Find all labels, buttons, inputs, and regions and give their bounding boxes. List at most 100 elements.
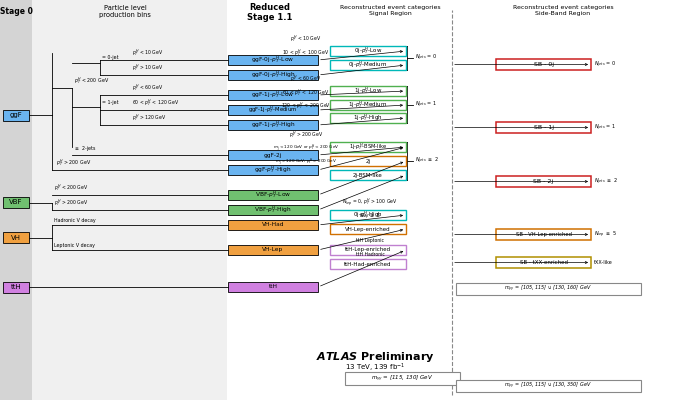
Text: VBF-$p_T^H$-Low: VBF-$p_T^H$-Low [255, 190, 291, 200]
Bar [456, 283, 641, 295]
Text: ggF-1j-$p_T^H$-Medium: ggF-1j-$p_T^H$-Medium [248, 105, 298, 115]
Bar [3, 232, 29, 243]
Text: $p_T^H$ > 120 GeV: $p_T^H$ > 120 GeV [132, 112, 167, 123]
Text: Stage 0: Stage 0 [0, 7, 32, 16]
Text: $\mathbfit{ATLAS}$ Preliminary: $\mathbfit{ATLAS}$ Preliminary [316, 350, 434, 364]
Bar [228, 90, 318, 100]
Bar [228, 120, 318, 130]
Text: $m_j$ > 120 GeV, $p_T^H$ > 200 GeV: $m_j$ > 120 GeV, $p_T^H$ > 200 GeV [275, 156, 337, 168]
Bar [345, 372, 460, 385]
Text: ttH Hadronic: ttH Hadronic [356, 252, 385, 257]
Text: ggF-2j: ggF-2j [264, 152, 282, 158]
Bar [3, 197, 29, 208]
Text: $p_T^H$ < 200 GeV: $p_T^H$ < 200 GeV [54, 182, 88, 193]
Bar [496, 176, 591, 187]
Text: 1j-$p_T^H$-High: 1j-$p_T^H$-High [353, 113, 383, 123]
Text: Reconstructed event categories
Side-Band Region: Reconstructed event categories Side-Band… [513, 5, 614, 16]
Text: $\geq$ 2-jets: $\geq$ 2-jets [74, 144, 97, 153]
Text: ttH-Lep-enriched: ttH-Lep-enriched [345, 248, 391, 252]
Bar [496, 59, 591, 70]
Bar [330, 245, 406, 255]
Text: $p_T^H$ < 60 GeV: $p_T^H$ < 60 GeV [132, 82, 163, 93]
Text: Reconstructed event categories
Signal Region: Reconstructed event categories Signal Re… [340, 5, 440, 16]
Text: 0j-$p_T^H$-Low: 0j-$p_T^H$-Low [354, 46, 382, 56]
Bar [0, 0, 32, 400]
Text: 1j-$p_T^H$-Medium: 1j-$p_T^H$-Medium [348, 100, 387, 110]
Text: = 1-jet: = 1-jet [102, 100, 119, 105]
Text: 10 < $p_T^H$ < 100 GeV: 10 < $p_T^H$ < 100 GeV [282, 47, 329, 58]
Text: 0j-$p_T^H$-High: 0j-$p_T^H$-High [353, 210, 383, 220]
Bar [496, 122, 591, 133]
Bar [330, 224, 406, 234]
Text: $p_T^H$ > 200 GeV: $p_T^H$ > 200 GeV [54, 197, 88, 208]
Text: SB - 0j: SB - 0j [533, 62, 554, 67]
Bar [330, 210, 406, 220]
Text: $p_T^H$ > 200 GeV: $p_T^H$ > 200 GeV [289, 129, 323, 140]
Text: $N_{lep}$ $\geq$ 5: $N_{lep}$ $\geq$ 5 [359, 212, 381, 222]
Text: VBF-$p_T^H$-High: VBF-$p_T^H$-High [254, 204, 292, 215]
Text: Hadronic V decay: Hadronic V decay [54, 218, 96, 223]
Bar [227, 0, 675, 400]
Bar [330, 86, 406, 96]
Text: $N_{lep}$ $\geq$ 5: $N_{lep}$ $\geq$ 5 [594, 230, 617, 240]
Text: $p_T^H$ < 10 GeV: $p_T^H$ < 10 GeV [132, 47, 163, 58]
Text: $N_{jets}$ $\geq$ 2: $N_{jets}$ $\geq$ 2 [594, 176, 618, 186]
Bar [330, 170, 406, 180]
Text: 60 < $p_T^H$ < 120 GeV: 60 < $p_T^H$ < 120 GeV [282, 87, 329, 98]
Bar [456, 380, 641, 392]
Bar [496, 229, 591, 240]
Text: VH: VH [11, 234, 21, 240]
Text: VH-Had: VH-Had [262, 222, 284, 228]
Text: 1j-$p_T^H$-Low: 1j-$p_T^H$-Low [354, 86, 382, 96]
Text: $N_{jets}$ $\geq$ 2: $N_{jets}$ $\geq$ 2 [415, 156, 439, 166]
Bar [228, 150, 318, 160]
Text: $p_T^H$ < 10 GeV: $p_T^H$ < 10 GeV [290, 33, 322, 44]
Bar [228, 165, 318, 175]
Text: SB - VH-Lep-enriched: SB - VH-Lep-enriched [516, 232, 572, 237]
Bar [228, 55, 318, 65]
Text: $N_{jets}$ = 0: $N_{jets}$ = 0 [594, 59, 616, 70]
Text: ggF-0j-$p_T^H$-Low: ggF-0j-$p_T^H$-Low [251, 55, 294, 65]
Bar [228, 245, 318, 255]
Text: SB - 2j: SB - 2j [533, 179, 554, 184]
Text: $p_T^H$ < 60 GeV: $p_T^H$ < 60 GeV [290, 73, 322, 84]
Bar [228, 105, 318, 115]
Bar [496, 257, 591, 268]
Text: ggF-$p_T^H$-High: ggF-$p_T^H$-High [254, 165, 292, 175]
Text: ttH-Had-enriched: ttH-Had-enriched [344, 262, 391, 266]
Text: ttH: ttH [11, 284, 22, 290]
Text: 120 < $p_T^H$ < 200 GeV: 120 < $p_T^H$ < 200 GeV [281, 100, 331, 111]
Text: $m_{\gamma\gamma}$ = [105, 115] $\cup$ [130, 160] GeV: $m_{\gamma\gamma}$ = [105, 115] $\cup$ [… [504, 284, 592, 294]
Text: ggF: ggF [9, 112, 22, 118]
Bar [228, 205, 318, 215]
Text: VH-Lep-enriched: VH-Lep-enriched [345, 226, 391, 232]
Text: ggF-0j-$p_T^H$-High: ggF-0j-$p_T^H$-High [250, 70, 296, 80]
Bar [228, 220, 318, 230]
Text: Leptonic V decay: Leptonic V decay [54, 243, 95, 248]
Bar [228, 70, 318, 80]
Text: SB - tXX-enriched: SB - tXX-enriched [520, 260, 568, 265]
Bar [228, 190, 318, 200]
Text: ggF-1j-$p_T^H$-High: ggF-1j-$p_T^H$-High [250, 120, 296, 130]
Text: $p_T^H$ < 200 GeV: $p_T^H$ < 200 GeV [74, 75, 109, 86]
Text: Particle level
production bins: Particle level production bins [99, 5, 151, 18]
Text: $p_T^H$ > 200 GeV: $p_T^H$ > 200 GeV [56, 157, 91, 168]
Bar [330, 259, 406, 269]
Text: $N_{lep}$ = 0, $p_T^H$ > 100 GeV: $N_{lep}$ = 0, $p_T^H$ > 100 GeV [342, 196, 398, 208]
Bar [32, 0, 227, 400]
Bar [3, 110, 29, 120]
Text: $m_{\gamma\gamma}$ = [115, 130] GeV: $m_{\gamma\gamma}$ = [115, 130] GeV [371, 374, 433, 384]
Text: 0j-$p_T^H$-Medium: 0j-$p_T^H$-Medium [348, 60, 387, 70]
Text: ttH: ttH [269, 284, 277, 290]
Bar [330, 142, 406, 152]
Text: tXX-like: tXX-like [594, 260, 613, 265]
Text: ggF-1j-$p_T^H$-Low: ggF-1j-$p_T^H$-Low [251, 90, 294, 100]
Text: 60 < $p_T^H$ < 120 GeV: 60 < $p_T^H$ < 120 GeV [132, 97, 179, 108]
Text: $N_{jets}$ = 1: $N_{jets}$ = 1 [415, 99, 437, 110]
Text: $N_{jets}$ = 0: $N_{jets}$ = 0 [415, 53, 437, 63]
Bar [228, 282, 318, 292]
Bar [330, 60, 406, 70]
Text: Reduced
Stage 1.1: Reduced Stage 1.1 [247, 3, 293, 22]
Bar [330, 156, 406, 166]
Text: 13 TeV, 139 fb$^{-1}$: 13 TeV, 139 fb$^{-1}$ [345, 362, 405, 374]
